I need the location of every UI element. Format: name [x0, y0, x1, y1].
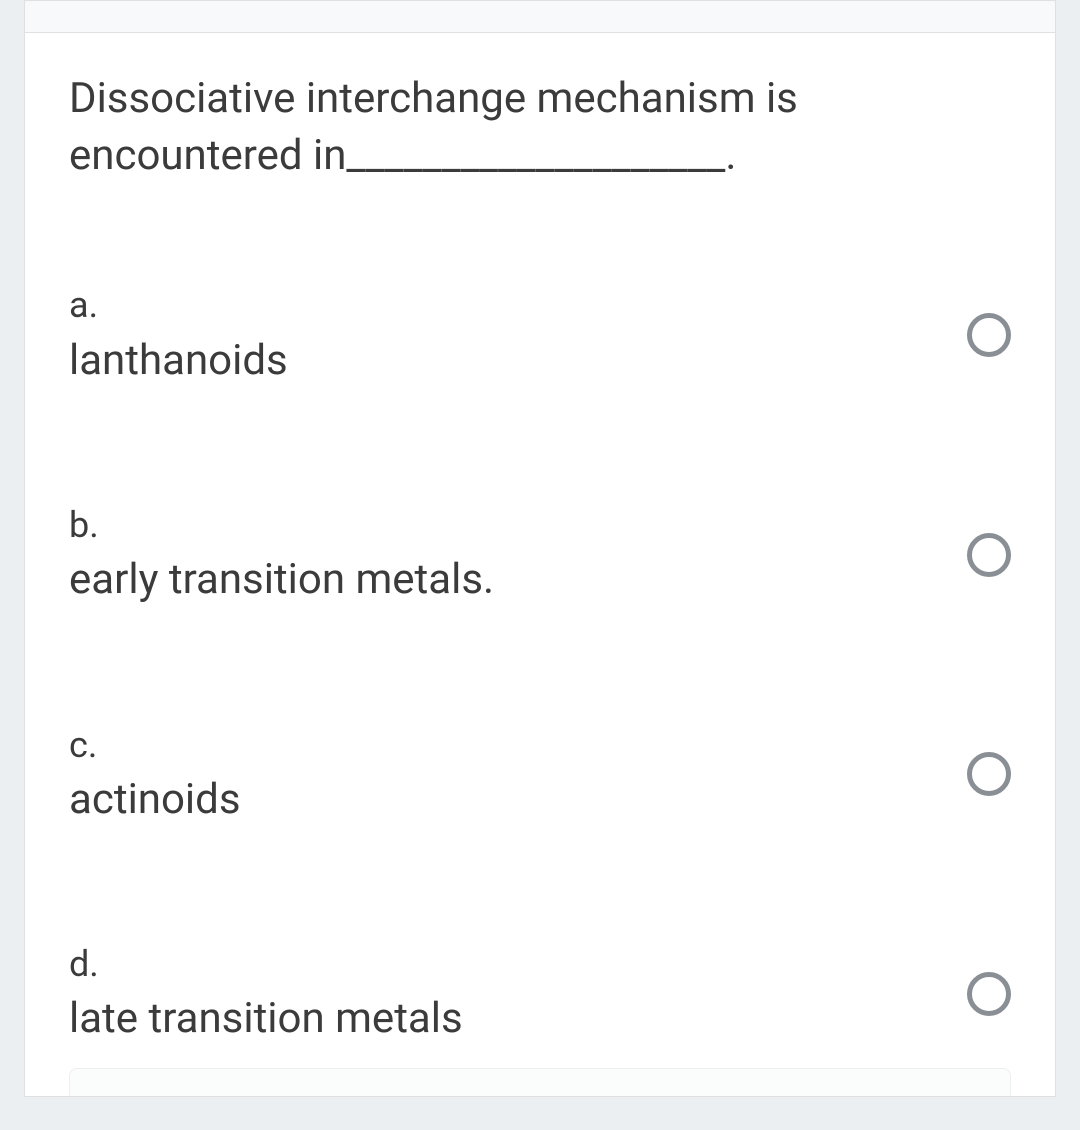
question-card: Dissociative interchange mechanism is en…	[24, 33, 1056, 1097]
option-label: lanthanoids	[69, 336, 288, 386]
radio-b[interactable]	[967, 533, 1011, 577]
option-letter: d.	[69, 943, 463, 986]
option-d[interactable]: d. late transition metals	[69, 943, 1011, 1045]
option-label: late transition metals	[69, 994, 463, 1044]
card-header-strip	[24, 0, 1056, 33]
option-text-block: c. actinoids	[69, 724, 241, 826]
option-c[interactable]: c. actinoids	[69, 724, 1011, 826]
options-container: a. lanthanoids b. early transition metal…	[25, 284, 1055, 1044]
option-letter: a.	[69, 284, 288, 327]
option-text-block: d. late transition metals	[69, 943, 463, 1045]
option-a[interactable]: a. lanthanoids	[69, 284, 1011, 386]
option-letter: b.	[69, 504, 494, 547]
radio-a[interactable]	[967, 313, 1011, 357]
radio-c[interactable]	[967, 752, 1011, 796]
option-text-block: a. lanthanoids	[69, 284, 288, 386]
option-text-block: b. early transition metals.	[69, 504, 494, 606]
radio-d[interactable]	[967, 972, 1011, 1016]
bottom-panel	[69, 1068, 1011, 1096]
question-text: Dissociative interchange mechanism is en…	[25, 33, 1055, 184]
option-letter: c.	[69, 724, 241, 767]
option-label: actinoids	[69, 775, 241, 825]
option-b[interactable]: b. early transition metals.	[69, 504, 1011, 606]
option-label: early transition metals.	[69, 555, 494, 605]
